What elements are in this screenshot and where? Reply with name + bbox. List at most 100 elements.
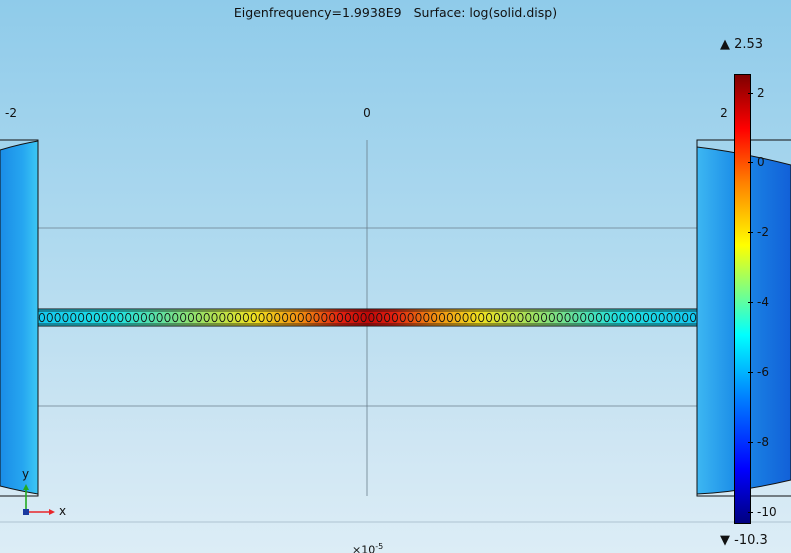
beam-hole <box>282 312 289 323</box>
beam-hole <box>38 312 45 323</box>
beam-hole <box>133 312 140 323</box>
beam-hole <box>556 312 563 323</box>
beam-hole <box>219 312 226 323</box>
beam-hole <box>234 312 242 323</box>
beam-hole <box>54 312 61 323</box>
x-tick-label: -2 <box>5 106 17 120</box>
beam-hole <box>674 312 681 323</box>
beam-hole <box>540 312 548 323</box>
beam-hole <box>62 312 69 323</box>
beam-hole <box>195 312 202 323</box>
beam-hole <box>517 312 524 323</box>
beam-hole <box>423 312 430 323</box>
beam-hole <box>635 312 642 323</box>
colorbar-max-label: ▲ 2.53 <box>720 37 764 52</box>
beam-hole <box>117 312 124 323</box>
beam-hole <box>289 312 297 323</box>
beam-hole <box>525 312 532 323</box>
beam-hole <box>650 312 657 323</box>
beam-hole <box>211 312 218 323</box>
axes-indicator <box>23 484 55 515</box>
beam-hole <box>203 312 210 323</box>
beam-hole <box>376 312 383 323</box>
beam-hole <box>611 312 618 323</box>
beam-hole <box>391 312 399 323</box>
plot-title: Eigenfrequency=1.9938E9 Surface: log(soli… <box>0 5 791 20</box>
x-arrow-head-icon <box>49 509 55 515</box>
beam-hole <box>454 312 461 323</box>
beam-hole <box>588 312 595 323</box>
beam-hole <box>78 312 85 323</box>
beam-hole <box>564 312 571 323</box>
beam-hole <box>266 312 273 323</box>
colorbar-tick-label: -2 <box>757 225 769 239</box>
beam-hole <box>352 312 359 323</box>
beam-hole <box>619 312 626 323</box>
beam-hole <box>93 312 100 323</box>
beam-hole <box>125 312 132 323</box>
eigenfrequency-label: Eigenfrequency=1.9938E9 <box>233 5 402 20</box>
beam <box>37 308 698 327</box>
colorbar <box>734 74 751 524</box>
x-axis-exponent: ×10-5 <box>352 542 384 553</box>
beam-hole <box>580 312 587 323</box>
beam-hole <box>344 312 351 323</box>
beam-hole <box>415 312 422 323</box>
origin-marker <box>23 509 29 515</box>
beam-hole <box>384 312 391 323</box>
beam-hole <box>533 312 540 323</box>
beam-hole <box>493 312 501 323</box>
grid-lines <box>0 140 791 523</box>
beam-hole <box>642 312 650 323</box>
beam-hole <box>329 312 336 323</box>
beam-hole <box>658 312 665 323</box>
colorbar-tick-mark <box>748 93 753 94</box>
x-tick-label: 0 <box>363 106 371 120</box>
colorbar-min-label: ▼ -10.3 <box>720 533 768 548</box>
beam-hole <box>250 312 257 323</box>
beam-hole <box>156 312 163 323</box>
beam-hole <box>140 312 147 323</box>
beam-hole <box>321 312 328 323</box>
beam-hole <box>431 312 438 323</box>
colorbar-tick-label: -6 <box>757 365 769 379</box>
beam-hole <box>85 312 93 323</box>
beam-hole <box>297 312 304 323</box>
beam-hole <box>682 312 689 323</box>
beam-hole <box>446 312 453 323</box>
beam-hole <box>336 312 344 323</box>
left-anchor <box>0 139 39 497</box>
beam-hole <box>666 312 673 323</box>
beam-hole <box>109 312 116 323</box>
beam-hole <box>172 312 179 323</box>
colorbar-tick-mark <box>748 512 753 513</box>
beam-hole <box>305 312 312 323</box>
beam-hole <box>572 312 579 323</box>
axis-indicator-x-label: x <box>59 504 67 518</box>
beam-hole <box>470 312 477 323</box>
beam-hole <box>548 312 555 323</box>
beam-hole <box>180 312 187 323</box>
colorbar-tick-mark <box>748 162 753 163</box>
beam-hole <box>101 312 108 323</box>
beam-hole <box>509 312 516 323</box>
colorbar-tick-label: -10 <box>757 505 777 519</box>
x-tick-label: 2 <box>720 106 728 120</box>
beam-hole <box>462 312 469 323</box>
surface-expression-label: Surface: log(solid.disp) <box>413 5 558 20</box>
beam-hole <box>187 312 195 323</box>
beam-hole <box>399 312 406 323</box>
beam-hole <box>258 312 265 323</box>
colorbar-tick-mark <box>748 302 753 303</box>
y-arrow-head-icon <box>23 484 29 490</box>
beam-hole <box>313 312 320 323</box>
beam-hole <box>274 312 281 323</box>
beam-hole <box>368 312 375 323</box>
beam-hole <box>486 312 493 323</box>
beam-hole <box>627 312 634 323</box>
beam-hole <box>227 312 234 323</box>
axis-indicator-y-label: y <box>22 467 30 481</box>
colorbar-tick-mark <box>748 372 753 373</box>
